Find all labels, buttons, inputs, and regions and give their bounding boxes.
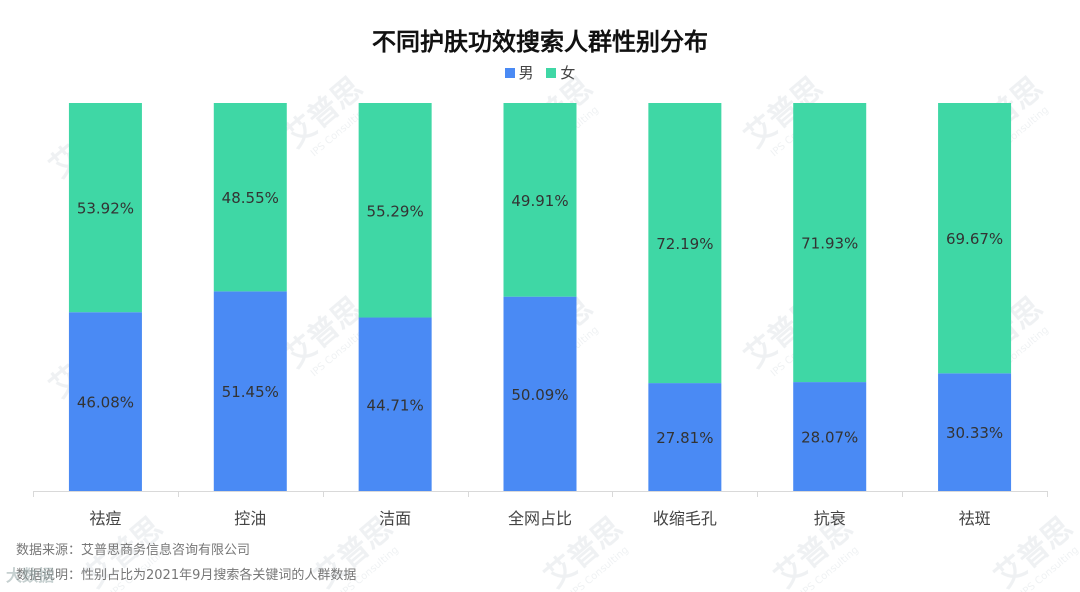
- data-label-male: 44.71%: [367, 396, 424, 414]
- bar-male: [213, 291, 287, 491]
- watermark-corner: 大数据: [6, 566, 55, 585]
- bar-female: [938, 103, 1012, 374]
- data-label-female: 72.19%: [656, 235, 713, 253]
- bar-male: [938, 373, 1012, 491]
- bar-female: [793, 103, 867, 383]
- bar-female: [68, 103, 142, 313]
- data-label-male: 50.09%: [511, 386, 568, 404]
- bar-female: [213, 103, 287, 292]
- bar-male: [648, 383, 722, 491]
- bar-female: [358, 103, 432, 318]
- legend-item-male: 男: [504, 62, 534, 83]
- data-label-female: 55.29%: [367, 202, 424, 220]
- chart-title: 不同护肤功效搜索人群性别分布: [372, 28, 708, 56]
- chart-legend: 男 女: [0, 62, 1080, 83]
- data-label-male: 30.33%: [946, 424, 1003, 442]
- data-label-male: 27.81%: [656, 429, 713, 447]
- bar-female: [503, 103, 577, 297]
- data-label-male: 51.45%: [222, 383, 279, 401]
- bar-male: [503, 296, 577, 491]
- data-label-female: 53.92%: [77, 200, 134, 218]
- bar-male: [358, 317, 432, 491]
- bar-male: [793, 382, 867, 491]
- legend-label-female: 女: [560, 64, 576, 82]
- x-tick-label: 祛斑: [959, 509, 991, 528]
- bar-male: [68, 312, 142, 491]
- x-tick-label: 抗衰: [814, 509, 846, 528]
- footnote-source: 数据来源：艾普思商务信息咨询有限公司: [16, 543, 251, 558]
- bar-female: [648, 103, 722, 384]
- x-tick-label: 收缩毛孔: [653, 509, 717, 528]
- footnote-note: 数据说明：性别占比为2021年9月搜索各关键词的人群数据: [16, 568, 357, 583]
- data-label-male: 46.08%: [77, 394, 134, 412]
- data-label-female: 71.93%: [801, 235, 858, 253]
- data-label-female: 69.67%: [946, 230, 1003, 248]
- x-tick-label: 祛痘: [89, 509, 121, 528]
- data-label-male: 28.07%: [801, 429, 858, 447]
- x-tick-label: 全网占比: [508, 509, 572, 528]
- legend-item-female: 女: [546, 62, 575, 83]
- legend-swatch-female: [546, 68, 557, 78]
- data-label-female: 48.55%: [222, 189, 279, 207]
- data-label-female: 49.91%: [511, 192, 568, 210]
- legend-swatch-male: [504, 68, 515, 78]
- legend-label-male: 男: [518, 64, 534, 82]
- x-tick-label: 控油: [234, 509, 266, 528]
- x-tick-label: 洁面: [379, 509, 411, 528]
